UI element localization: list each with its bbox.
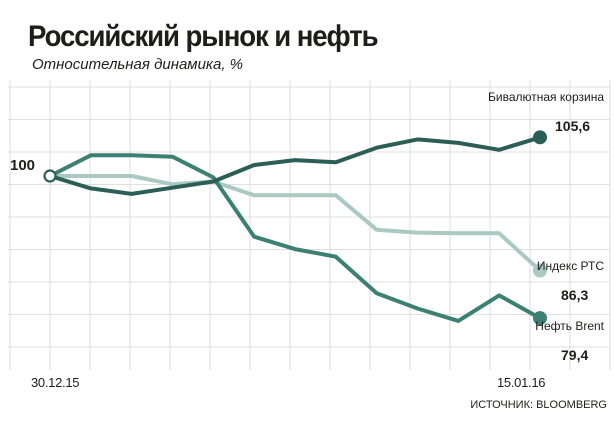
series-line-rts-index [48, 174, 542, 273]
end-value-brent-oil: 79,4 [561, 347, 588, 363]
series-label-brent-oil: Нефть Brent [535, 319, 604, 333]
end-value-bicurrency-basket: 105,6 [555, 118, 590, 134]
series-line-brent-oil [48, 153, 542, 323]
baseline-label: 100 [10, 157, 35, 174]
series-markers [43, 130, 547, 326]
chart-title: Российский рынок и нефть [28, 20, 379, 53]
series-label-rts-index: Индекс РТС [537, 259, 604, 273]
source-note: ИСТОЧНИК: BLOOMBERG [470, 399, 607, 411]
series-line-bicurrency-basket [48, 135, 542, 196]
x-axis-start-label: 30.12.15 [31, 375, 79, 390]
end-marker-brent-oil [533, 311, 547, 326]
chart-subtitle: Относительная динамика, % [32, 56, 244, 73]
end-marker-rts-index [533, 263, 547, 278]
x-axis-end-label: 15.01.16 [497, 375, 545, 390]
end-marker-bicurrency-basket [533, 130, 547, 145]
start-marker [43, 169, 57, 183]
grid-lines [8, 80, 611, 370]
series-label-bicurrency-basket: Бивалютная корзина [488, 90, 604, 104]
end-value-rts-index: 86,3 [561, 287, 588, 303]
series-lines [48, 135, 542, 323]
